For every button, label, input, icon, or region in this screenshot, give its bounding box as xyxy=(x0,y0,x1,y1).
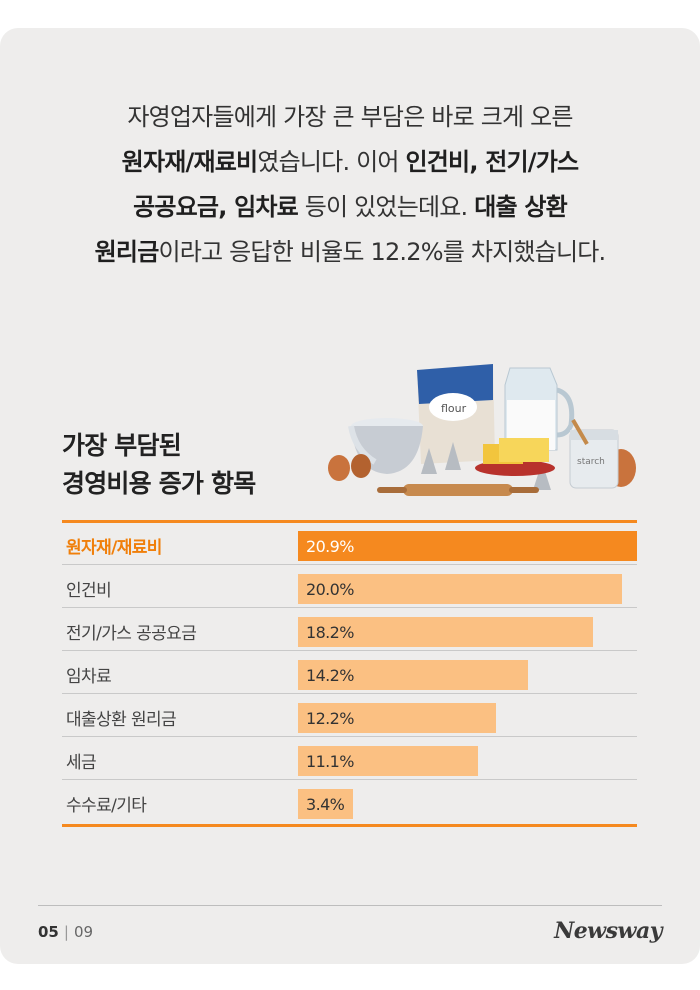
category-label: 대출상환 원리금 xyxy=(66,710,177,730)
intro-text-span: 이라고 응답한 비율도 12.2%를 차지했습니다. xyxy=(158,238,606,266)
chart-title: 가장 부담된 경영비용 증가 항목 xyxy=(62,427,256,503)
value-label: 3.4% xyxy=(306,795,345,814)
row-divider xyxy=(62,736,637,737)
brand-logo: Newsway xyxy=(554,918,662,944)
flour-label: flour xyxy=(441,402,467,415)
bar: 18.2% xyxy=(298,617,594,647)
value-label: 12.2% xyxy=(306,709,354,728)
intro-text-span: 였습니다. 이어 xyxy=(257,148,406,176)
intro-bold: 원리금 xyxy=(94,238,160,266)
footer-divider xyxy=(38,905,662,906)
starch-label: starch xyxy=(577,457,605,467)
page-separator: | xyxy=(63,923,69,941)
intro-bold: 대출 상환 xyxy=(474,193,567,221)
intro-line-2: 원자재/재료비였습니다. 이어 인건비, 전기/가스 xyxy=(40,140,660,185)
egg-icon xyxy=(328,455,350,481)
value-label: 20.0% xyxy=(306,580,354,599)
baking-illustration: flour starch xyxy=(328,364,636,496)
row-divider xyxy=(62,650,637,651)
bar: 20.0% xyxy=(298,574,623,604)
bar: 20.9% xyxy=(298,531,637,561)
category-label: 원자재/재료비 xyxy=(66,538,162,558)
current-page: 05 xyxy=(38,923,59,941)
bar: 3.4% xyxy=(298,789,354,819)
intro-line-1: 자영업자들에게 가장 큰 부담은 바로 크게 오른 xyxy=(127,103,573,131)
intro-line-3: 공공요금, 임차료 등이 있었는데요. 대출 상환 xyxy=(40,185,660,230)
bar: 14.2% xyxy=(298,660,529,690)
egg-icon xyxy=(351,454,371,478)
rolling-pin-icon xyxy=(377,484,539,496)
milk-jug-icon xyxy=(504,367,575,451)
intro-text: 자영업자들에게 가장 큰 부담은 바로 크게 오른 원자재/재료비였습니다. 이… xyxy=(40,95,660,275)
row-divider xyxy=(62,564,637,565)
value-label: 18.2% xyxy=(306,623,354,642)
piping-tip-icon xyxy=(533,462,551,490)
value-label: 14.2% xyxy=(306,666,354,685)
chart-row: 대출상환 원리금 12.2% xyxy=(62,695,637,737)
chart-row: 세금 11.1% xyxy=(62,738,637,780)
intro-bold: 원자재/재료비 xyxy=(121,148,258,176)
chart-title-line-2: 경영비용 증가 항목 xyxy=(62,469,256,498)
intro-bold: 인건비, 전기/가스 xyxy=(405,148,580,176)
page-indicator: 05 | 09 xyxy=(38,923,93,941)
row-divider xyxy=(62,607,637,608)
bar: 11.1% xyxy=(298,746,479,776)
category-label: 세금 xyxy=(66,753,97,773)
piping-tip-icon xyxy=(421,448,437,474)
butter-icon xyxy=(475,438,555,476)
intro-bold: 공공요금, 임차료 xyxy=(133,193,299,221)
chart-row: 전기/가스 공공요금 18.2% xyxy=(62,609,637,651)
value-label: 11.1% xyxy=(306,752,354,771)
intro-line-4: 원리금이라고 응답한 비율도 12.2%를 차지했습니다. xyxy=(40,230,660,275)
category-label: 전기/가스 공공요금 xyxy=(66,624,197,644)
row-divider xyxy=(62,693,637,694)
chart-row: 인건비 20.0% xyxy=(62,566,637,608)
starch-jar-icon: starch xyxy=(569,418,619,489)
intro-text-span: 등이 있었는데요. xyxy=(297,193,475,221)
value-label: 20.9% xyxy=(306,537,354,556)
chart-bottom-rule xyxy=(62,824,637,827)
chart-top-rule xyxy=(62,520,637,523)
bar: 12.2% xyxy=(298,703,496,733)
flour-bag-icon: flour xyxy=(417,364,495,464)
category-label: 임차료 xyxy=(66,667,112,687)
category-label: 수수료/기타 xyxy=(66,796,147,816)
category-label: 인건비 xyxy=(66,581,112,601)
chart-row: 원자재/재료비 20.9% xyxy=(62,523,637,565)
total-pages: 09 xyxy=(73,923,94,941)
piping-tip-icon xyxy=(445,442,461,470)
chart-title-line-1: 가장 부담된 xyxy=(62,431,182,460)
row-divider xyxy=(62,779,637,780)
chart-row: 수수료/기타 3.4% xyxy=(62,781,637,823)
chart-row: 임차료 14.2% xyxy=(62,652,637,694)
